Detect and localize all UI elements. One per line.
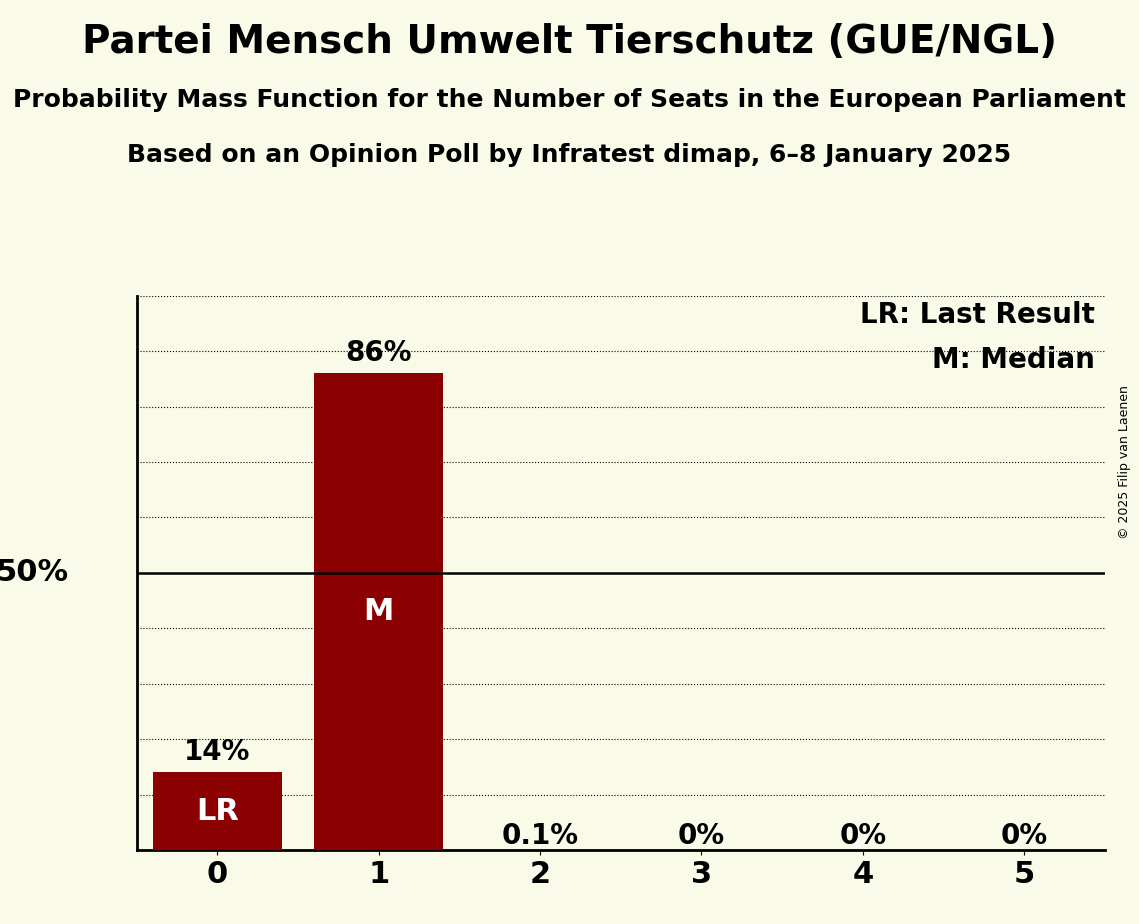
Text: LR: LR xyxy=(196,796,239,826)
Text: M: M xyxy=(363,597,394,626)
Text: LR: Last Result: LR: Last Result xyxy=(860,301,1095,329)
Text: © 2025 Filip van Laenen: © 2025 Filip van Laenen xyxy=(1118,385,1131,539)
Text: 0%: 0% xyxy=(839,822,886,850)
Text: Partei Mensch Umwelt Tierschutz (GUE/NGL): Partei Mensch Umwelt Tierschutz (GUE/NGL… xyxy=(82,23,1057,61)
Text: 14%: 14% xyxy=(185,737,251,766)
Text: Based on an Opinion Poll by Infratest dimap, 6–8 January 2025: Based on an Opinion Poll by Infratest di… xyxy=(128,143,1011,167)
Bar xyxy=(314,373,443,850)
Text: 0%: 0% xyxy=(1000,822,1048,850)
Text: 0.1%: 0.1% xyxy=(501,822,579,850)
Bar xyxy=(153,772,281,850)
Text: 50%: 50% xyxy=(0,558,69,588)
Text: M: Median: M: Median xyxy=(933,346,1095,373)
Text: 0%: 0% xyxy=(678,822,726,850)
Text: Probability Mass Function for the Number of Seats in the European Parliament: Probability Mass Function for the Number… xyxy=(13,88,1126,112)
Text: 86%: 86% xyxy=(345,338,412,367)
